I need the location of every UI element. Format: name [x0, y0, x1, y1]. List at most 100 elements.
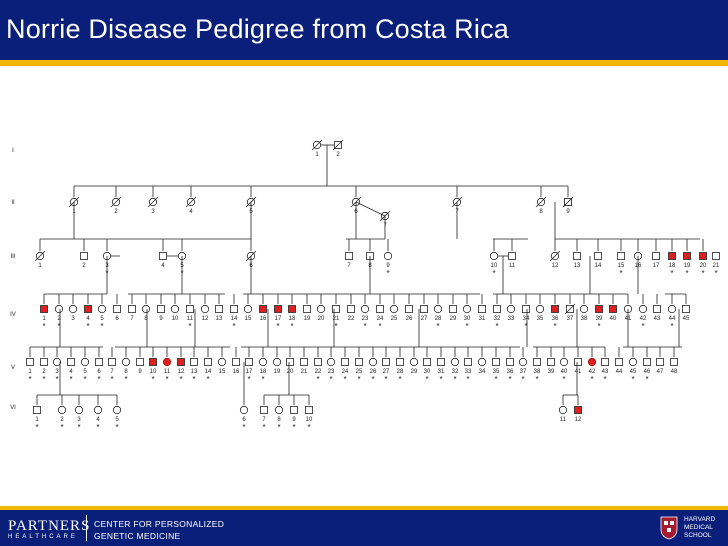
gen-V-individual-number: 28: [397, 369, 404, 375]
examined-marker: *: [371, 375, 374, 384]
male-symbol: [405, 305, 413, 313]
male-symbol: [290, 406, 298, 414]
gen-IV-individual-number: 28: [435, 316, 442, 322]
female-symbol: [587, 357, 597, 367]
examined-marker: *: [378, 322, 381, 331]
gen-V-individual-number: 26: [370, 369, 377, 375]
gen-IV-individual-number: 14: [231, 316, 238, 322]
gen-VI-individual-number: 8: [277, 417, 281, 423]
footer-bar: PARTNERS HEALTHCARE CENTER FOR PERSONALI…: [0, 506, 728, 546]
gen-V-individual-number: 5: [83, 369, 87, 375]
harvard-shield-icon: [660, 516, 678, 540]
gen-III-individual-number: 17: [653, 263, 660, 269]
male-symbol: [643, 358, 651, 366]
generation-label: III: [10, 254, 15, 260]
female-symbol: [360, 304, 370, 314]
male-symbol: [437, 358, 445, 366]
examined-marker: *: [192, 375, 195, 384]
gen-V-individual-number: 42: [589, 369, 596, 375]
examined-marker: *: [69, 375, 72, 384]
male-symbol: [33, 406, 41, 414]
female-symbol: [368, 357, 378, 367]
female-symbol: [121, 357, 131, 367]
examined-marker: *: [262, 423, 265, 432]
examined-marker: *: [508, 375, 511, 384]
gen-V-individual-number: 9: [138, 369, 142, 375]
examined-marker: *: [60, 423, 63, 432]
gen-IV-individual-number: 33: [508, 316, 515, 322]
gen-V-individual-number: 19: [274, 369, 281, 375]
gen-III-individual-number: 10: [491, 263, 498, 269]
examined-marker: *: [535, 375, 538, 384]
male-symbol: [594, 252, 602, 260]
pedigree-chart: IIIIIIIVVVI121234567897123*45*6789*10*11…: [10, 139, 720, 432]
male-symbol: [506, 358, 514, 366]
examined-marker: *: [165, 375, 168, 384]
gen-V-individual-number: 15: [219, 369, 226, 375]
deceased-slash: [564, 303, 576, 315]
examined-marker: *: [276, 322, 279, 331]
gen-V-individual-number: 32: [452, 369, 459, 375]
gen-V-individual-number: 20: [287, 369, 294, 375]
examined-marker: *: [100, 322, 103, 331]
female-symbol: [579, 304, 589, 314]
male-symbol: [204, 358, 212, 366]
examined-marker: *: [439, 375, 442, 384]
gen-IV-individual-number: 18: [289, 316, 296, 322]
male-symbol: [230, 305, 238, 313]
gen-III-individual-number: 2: [82, 263, 86, 269]
male-symbol: [190, 358, 198, 366]
male-symbol: [547, 358, 555, 366]
gen-IV-individual-number: 39: [596, 316, 603, 322]
gen-II-individual-number: 4: [189, 209, 193, 215]
gen-IV-individual-number: 24: [377, 316, 384, 322]
male-symbol: [186, 305, 194, 313]
female-symbol: [409, 357, 419, 367]
gen-IV-individual-number: 31: [479, 316, 486, 322]
female-symbol: [433, 304, 443, 314]
gen-III-individual-number: 13: [574, 263, 581, 269]
gen-IV-individual-number: 26: [406, 316, 413, 322]
male-symbol: [683, 252, 691, 260]
examined-marker: *: [645, 375, 648, 384]
examined-marker: *: [562, 375, 565, 384]
gen-III-individual-number: 20: [700, 263, 707, 269]
examined-marker: *: [631, 375, 634, 384]
male-symbol: [215, 305, 223, 313]
examined-marker: *: [494, 375, 497, 384]
female-symbol: [462, 304, 472, 314]
partners-logo: PARTNERS: [8, 518, 91, 534]
gen-III-individual-number: 11: [509, 263, 516, 269]
examined-marker: *: [242, 423, 245, 432]
gen-V-individual-number: 31: [438, 369, 445, 375]
male-symbol: [478, 305, 486, 313]
male-symbol: [551, 305, 559, 313]
male-symbol: [382, 358, 390, 366]
examined-marker: *: [110, 375, 113, 384]
male-symbol: [286, 358, 294, 366]
male-symbol: [26, 358, 34, 366]
gen-V-individual-number: 37: [520, 369, 527, 375]
gen-IV-individual-number: 9: [159, 316, 163, 322]
gen-III-individual-number: 18: [669, 263, 676, 269]
examined-marker: *: [590, 375, 593, 384]
gen-IV-individual-number: 5: [100, 316, 104, 322]
male-symbol: [670, 358, 678, 366]
examined-marker: *: [86, 322, 89, 331]
male-symbol: [508, 252, 516, 260]
deceased-slash: [332, 139, 344, 151]
gen-VI-individual-number: 11: [560, 417, 567, 423]
gen-V-individual-number: 11: [164, 369, 171, 375]
female-symbol: [217, 357, 227, 367]
examined-marker: *: [42, 375, 45, 384]
gen-V-individual-number: 3: [55, 369, 59, 375]
gen-V-individual-number: 39: [548, 369, 555, 375]
examined-marker: *: [334, 322, 337, 331]
examined-marker: *: [115, 423, 118, 432]
gen-II-individual-number: 2: [114, 209, 118, 215]
gen-II-individual-number: 8: [539, 209, 543, 215]
gen-V-individual-number: 48: [671, 369, 678, 375]
gen-VI-individual-number: 7: [262, 417, 266, 423]
male-symbol: [533, 358, 541, 366]
deceased-slash: [185, 196, 197, 208]
